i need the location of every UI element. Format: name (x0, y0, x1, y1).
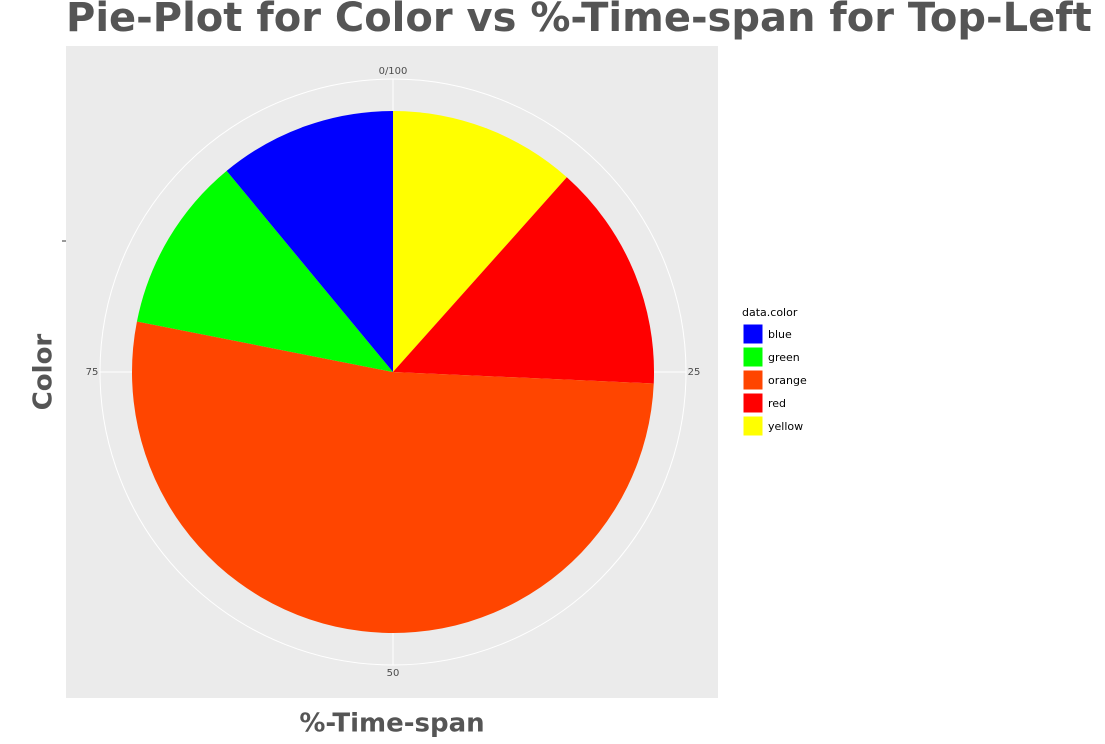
pie-slice (393, 111, 567, 372)
pie-slice (393, 177, 654, 384)
x-axis-label: %-Time-span (299, 709, 484, 739)
legend-swatch (742, 323, 764, 345)
legend-label: green (768, 351, 800, 364)
legend-label: orange (768, 374, 807, 387)
x-tick-label: 75 (86, 367, 99, 378)
x-tick-label: 50 (387, 668, 400, 679)
legend-label: yellow (768, 420, 803, 433)
legend-label: blue (768, 328, 792, 341)
x-tick-label: 0/100 (379, 66, 408, 77)
pie-slice (226, 111, 393, 372)
pie-slice (136, 170, 394, 372)
legend-swatch (742, 369, 764, 391)
y-axis-label: Color (29, 334, 59, 411)
chart-title: Pie-Plot for Color vs %-Time-span for To… (66, 0, 1105, 41)
legend-title: data.color (742, 306, 798, 319)
x-tick-label: 25 (688, 367, 701, 378)
legend-swatch (742, 392, 764, 414)
legend-label: red (768, 397, 786, 410)
pie-slice (132, 321, 654, 633)
legend-swatch (742, 346, 764, 368)
legend-swatch (742, 415, 764, 437)
